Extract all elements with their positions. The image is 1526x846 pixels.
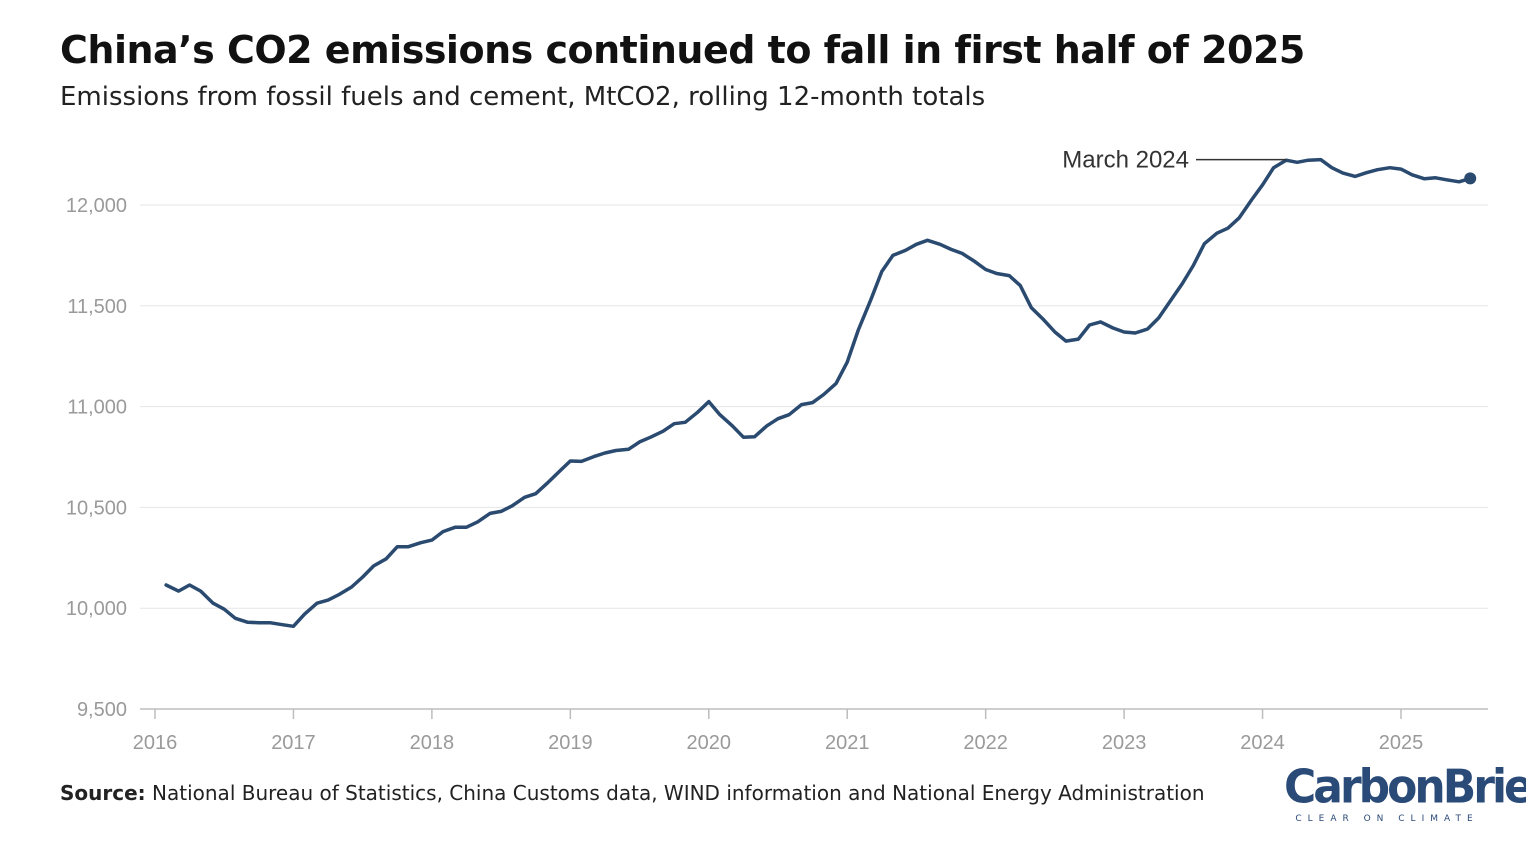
y-tick-label: 12,000 bbox=[66, 195, 127, 217]
x-tick-label: 2018 bbox=[410, 732, 455, 754]
y-axis: 9,500 10,000 10,500 11,000 11,500 12,000 bbox=[66, 195, 127, 721]
source-label: Source: bbox=[60, 781, 146, 805]
chart-subtitle: Emissions from fossil fuels and cement, … bbox=[60, 82, 986, 112]
gridlines bbox=[140, 204, 1488, 710]
annotation-label: March 2024 bbox=[1062, 147, 1189, 174]
x-tick-label: 2021 bbox=[825, 732, 870, 754]
x-tick-label: 2023 bbox=[1102, 732, 1147, 754]
x-tick-label: 2022 bbox=[963, 732, 1008, 754]
source-note: Source: National Bureau of Statistics, C… bbox=[60, 781, 1205, 805]
carbonbrief-logo: CarbonBrief CLEAR ON CLIMATE bbox=[1284, 760, 1526, 824]
y-tick-label: 10,500 bbox=[66, 497, 127, 519]
x-axis: 2016 2017 2018 2019 2020 2021 2022 2023 2024 2025 bbox=[133, 709, 1424, 754]
x-tick-label: 2020 bbox=[687, 732, 732, 754]
y-tick-label: 9,500 bbox=[77, 699, 127, 721]
latest-point-marker bbox=[1464, 172, 1477, 185]
source-text: National Bureau of Statistics, China Cus… bbox=[152, 781, 1205, 805]
y-tick-label: 10,000 bbox=[66, 598, 127, 620]
y-tick-label: 11,500 bbox=[67, 296, 127, 318]
x-tick-label: 2024 bbox=[1240, 732, 1285, 754]
x-tick-label: 2016 bbox=[133, 732, 178, 754]
chart-title: China’s CO2 emissions continued to fall … bbox=[60, 28, 1305, 72]
x-tick-label: 2017 bbox=[271, 732, 316, 754]
emissions-line bbox=[164, 157, 1472, 629]
logo-wordmark: CarbonBrief bbox=[1284, 760, 1526, 815]
logo-tagline: CLEAR ON CLIMATE bbox=[1295, 814, 1479, 824]
x-tick-label: 2019 bbox=[548, 732, 593, 754]
y-tick-label: 11,000 bbox=[67, 397, 127, 419]
x-tick-label: 2025 bbox=[1379, 732, 1424, 754]
